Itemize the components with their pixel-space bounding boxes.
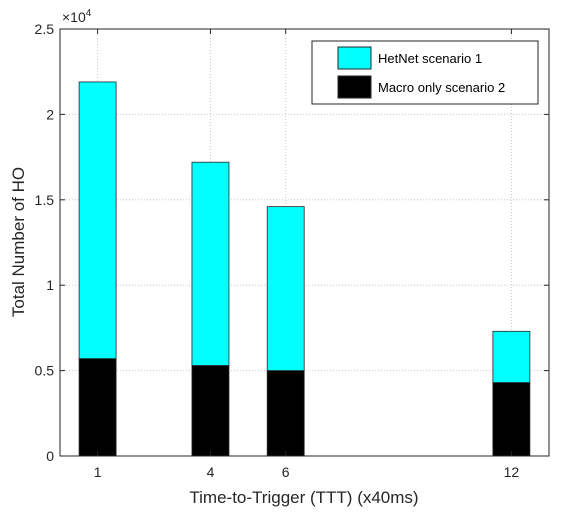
legend-label-macro: Macro only scenario 2 <box>378 80 505 95</box>
legend-swatch-hetnet <box>337 46 372 70</box>
bar-hetnet-ttt-6 <box>266 206 305 372</box>
x-tick-label-12: 12 <box>504 464 520 480</box>
legend-swatch-macro <box>337 75 372 99</box>
ticks: 1 4 6 12 0 0.5 1 1.5 2 2.5 <box>35 21 549 480</box>
y-tick-label-0: 0 <box>46 448 54 464</box>
y-tick-label-1.5: 1.5 <box>35 192 55 208</box>
bar-macro-ttt-1 <box>78 358 117 457</box>
bar-hetnet-ttt-12 <box>492 330 531 383</box>
y-tick-label-1: 1 <box>46 277 54 293</box>
bar-macro-ttt-12 <box>492 382 531 457</box>
bar-macro-ttt-4 <box>191 365 230 457</box>
legend-label-hetnet: HetNet scenario 1 <box>378 51 482 66</box>
legend: HetNet scenario 1 Macro only scenario 2 <box>311 40 539 105</box>
x-axis-label: Time-to-Trigger (TTT) (x40ms) <box>189 488 418 507</box>
y-tick-label-2: 2 <box>46 106 54 122</box>
y-exponent-label: ×104 <box>62 8 92 25</box>
x-tick-label-6: 6 <box>282 464 290 480</box>
bar-macro-ttt-6 <box>266 370 305 457</box>
y-axis-label: Total Number of HO <box>9 167 28 317</box>
x-tick-label-4: 4 <box>207 464 215 480</box>
bar-hetnet-ttt-4 <box>191 161 230 366</box>
y-tick-label-0.5: 0.5 <box>35 363 55 379</box>
x-tick-label-1: 1 <box>94 464 102 480</box>
y-tick-label-2.5: 2.5 <box>35 21 55 37</box>
plot-frame <box>59 28 550 457</box>
bar-hetnet-ttt-1 <box>78 81 117 360</box>
bars <box>78 81 531 457</box>
